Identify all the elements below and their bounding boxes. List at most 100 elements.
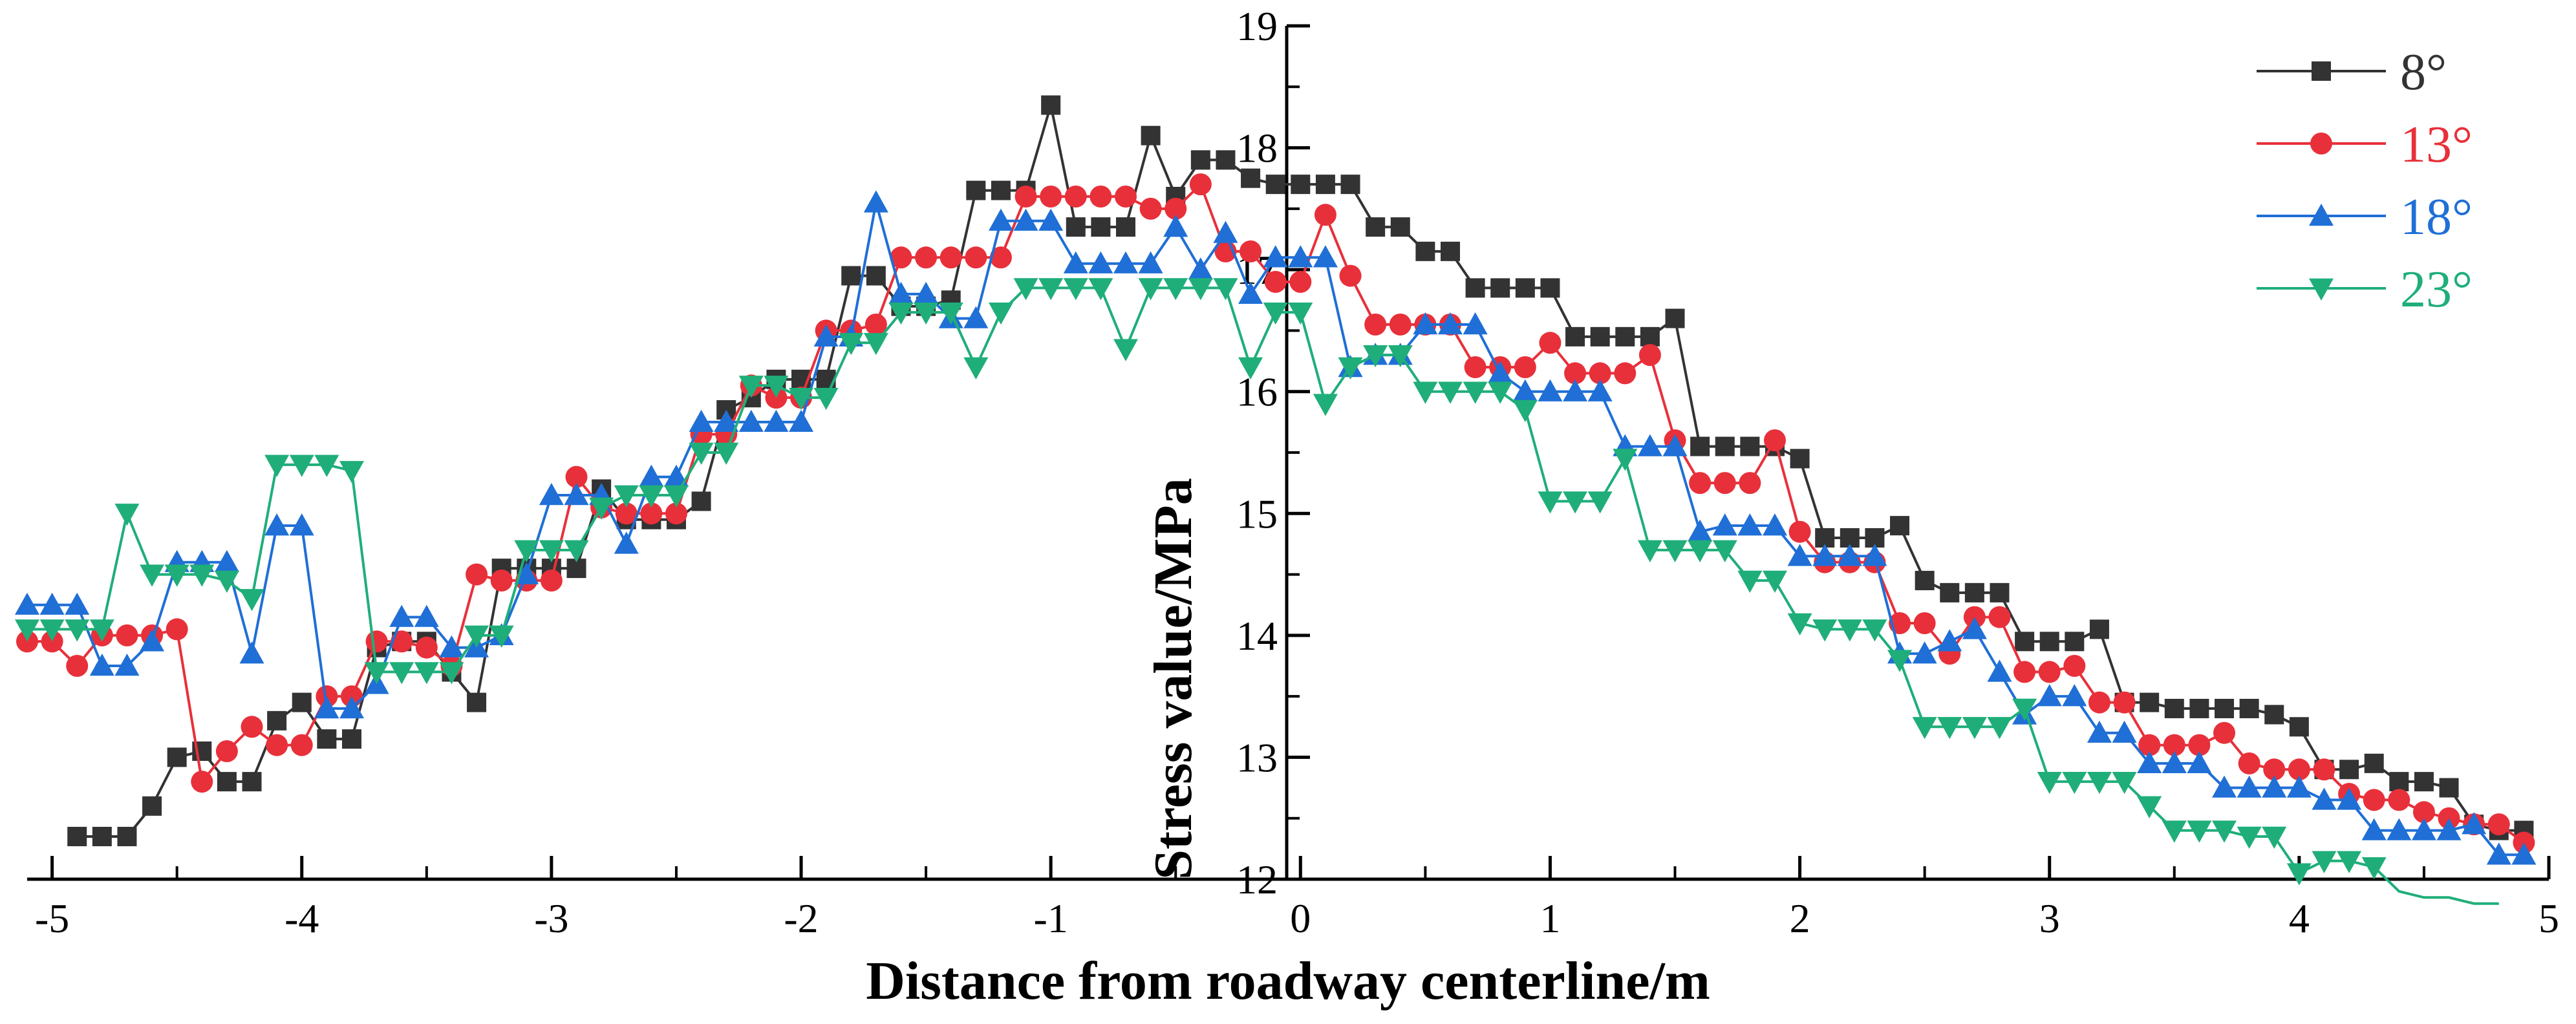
data-point [1063, 251, 1088, 273]
data-point [2013, 661, 2036, 683]
data-point [292, 692, 312, 712]
data-point [2188, 734, 2211, 756]
data-point [1213, 278, 1238, 301]
data-point [2339, 760, 2359, 780]
data-point [439, 635, 464, 657]
data-point [239, 641, 264, 664]
data-point [241, 716, 263, 738]
data-point [1463, 381, 1488, 404]
data-point [2387, 818, 2412, 840]
data-point [1113, 251, 1139, 273]
data-point [15, 592, 39, 615]
data-point [1640, 326, 1660, 347]
data-point [1288, 245, 1313, 268]
data-point [1587, 491, 1613, 514]
data-point [1363, 345, 1388, 368]
y-tick-label: 13 [1236, 734, 1278, 780]
data-point [2012, 698, 2037, 721]
data-point [1038, 278, 1064, 301]
series-line [77, 105, 2524, 838]
data-point [1837, 619, 1862, 642]
data-point [1265, 175, 1285, 195]
data-point [2187, 820, 2212, 843]
y-tick-label: 12 [1236, 857, 1278, 902]
data-point [490, 570, 513, 592]
data-point [841, 266, 861, 286]
data-point [915, 246, 938, 269]
data-point [65, 592, 90, 615]
y-tick-label: 16 [1236, 369, 1278, 415]
data-point [890, 246, 912, 269]
x-tick-label: -1 [1034, 895, 1068, 941]
data-point [2239, 699, 2259, 718]
data-point [2212, 775, 2237, 798]
data-point [2112, 771, 2137, 795]
data-point [1563, 491, 1588, 514]
data-point [2039, 632, 2059, 652]
data-point [1712, 513, 1737, 536]
data-point [1614, 362, 1637, 385]
data-point [2312, 61, 2331, 81]
data-point [2364, 753, 2384, 773]
series-0 [67, 95, 2534, 846]
data-point [266, 734, 288, 756]
data-point [1990, 582, 2010, 603]
data-point [1413, 381, 1438, 404]
data-point [1464, 356, 1487, 378]
data-point [1737, 570, 1763, 593]
data-point [1987, 659, 2012, 682]
data-point [1314, 204, 1336, 226]
data-point [2237, 826, 2262, 849]
data-point [663, 485, 689, 507]
x-tick-label: -2 [784, 895, 818, 941]
data-point [1040, 186, 1062, 208]
y-tick-label: 15 [1236, 491, 1278, 537]
data-point [2237, 775, 2262, 798]
data-point [289, 454, 314, 477]
data-point [1163, 215, 1188, 237]
data-point [1637, 540, 1662, 562]
x-tick-label: 0 [1290, 895, 1311, 941]
data-point [1440, 241, 1460, 261]
data-point [1762, 570, 1787, 593]
data-point [2037, 771, 2062, 795]
data-point [264, 454, 290, 477]
data-point [1613, 449, 1638, 471]
data-point [140, 564, 165, 587]
data-point [2015, 632, 2035, 652]
data-point [1563, 379, 1588, 401]
data-point [1463, 312, 1488, 335]
x-tick-label: 3 [2039, 895, 2060, 941]
data-point [314, 696, 339, 719]
data-point [2412, 801, 2435, 824]
data-point [1887, 650, 1913, 672]
data-point [1812, 544, 1838, 566]
data-point [1740, 436, 1760, 456]
data-point [1315, 175, 1335, 195]
data-point [2262, 826, 2287, 849]
data-point [2361, 818, 2387, 840]
data-point [167, 747, 187, 767]
data-point [1289, 271, 1312, 293]
data-point [389, 604, 414, 627]
y-axis-title: Stress value/MPa [1143, 478, 1203, 879]
data-point [1688, 540, 1713, 562]
series-line [27, 286, 2499, 905]
data-point [89, 619, 114, 642]
data-point [1737, 513, 1763, 536]
data-point [116, 624, 138, 646]
data-point [2087, 771, 2112, 795]
data-point [1788, 520, 1811, 543]
data-point [1213, 220, 1238, 243]
data-point [1987, 717, 2012, 740]
data-point [1862, 544, 1887, 566]
data-point [1937, 629, 1962, 652]
data-point [2037, 684, 2062, 707]
data-point [39, 619, 65, 642]
data-point [314, 454, 339, 477]
data-point [1940, 582, 1960, 603]
data-point [1763, 429, 1786, 452]
data-point [813, 324, 839, 347]
legend-label: 13° [2400, 116, 2473, 173]
data-point [1589, 362, 1611, 385]
